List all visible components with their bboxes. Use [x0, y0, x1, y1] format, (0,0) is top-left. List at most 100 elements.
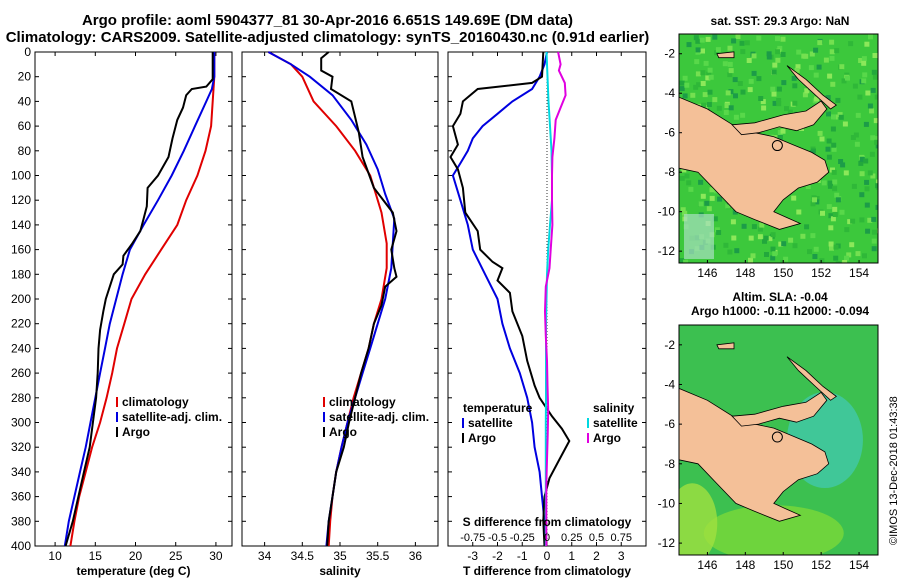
sst-pixel [679, 80, 685, 86]
sst-pixel [686, 180, 692, 186]
sst-pixel [770, 246, 776, 252]
sst-pixel [849, 242, 855, 248]
legend-label: satellite-adj. clim. [122, 410, 222, 424]
map-x-tick-label: 154 [849, 558, 869, 572]
sst-pixel [727, 61, 733, 67]
sst-pixel [682, 93, 688, 99]
land-manus [716, 342, 735, 350]
sst-pixel [845, 75, 850, 81]
y-tick-label: 180 [11, 267, 31, 281]
sst-pixel [740, 89, 746, 95]
y-tick-label: 340 [11, 465, 31, 479]
series-temperature-satellite [451, 51, 548, 546]
sst-map-title: sat. SST: 29.3 Argo: NaN [710, 14, 850, 28]
argo-location-marker [771, 431, 783, 443]
x-tick-label-salinity: -0.5 [488, 532, 507, 544]
sst-pixel [725, 90, 731, 96]
sst-pixel [714, 227, 720, 233]
sst-pixel [842, 260, 848, 263]
sst-pixel [861, 60, 867, 66]
sst-pixel [712, 216, 718, 222]
map-x-tick-label: 146 [697, 266, 717, 280]
sst-pixel [758, 96, 764, 101]
sst-pixel [802, 92, 808, 98]
sst-pixel [764, 252, 769, 257]
series-temperature-argo [449, 51, 571, 547]
sst-pixel [717, 196, 723, 202]
land-new-britain [731, 391, 828, 427]
sst-pixel [871, 69, 877, 75]
sst-pixel [864, 179, 870, 185]
sst-pixel [875, 183, 878, 189]
sst-pixel [731, 38, 737, 44]
land-new-ireland [786, 356, 837, 401]
sst-pixel [810, 233, 816, 239]
sst-pixel [679, 175, 685, 181]
sst-pixel [864, 41, 870, 47]
x-axis-label-salinity-diff: S difference from climatology [463, 515, 632, 529]
x-tick-label: 30 [209, 549, 223, 563]
credit-text: ©IMOS 13-Dec-2018 01:43:38 [888, 396, 900, 545]
plot-frame [34, 51, 233, 547]
sst-pixel [792, 100, 798, 106]
sst-pixel [867, 103, 873, 109]
argo-location-marker [771, 140, 783, 152]
sst-pixel [858, 160, 864, 166]
y-tick-label: 240 [11, 341, 31, 355]
sst-pixel [700, 193, 706, 199]
sla-map-title: Altim. SLA: -0.04 [732, 290, 828, 304]
sst-pixel [852, 83, 858, 89]
y-tick-label: 400 [11, 539, 31, 553]
x-tick-label: 10 [48, 549, 62, 563]
sst-pixel [701, 102, 707, 108]
sst-pixel [700, 48, 705, 54]
sst-pixel [865, 90, 871, 96]
sst-pixel [837, 112, 843, 118]
series-argo [320, 51, 398, 547]
sst-pixel [781, 241, 787, 247]
sst-pixel [859, 192, 865, 198]
sst-pixel [728, 105, 734, 111]
sst-pixel [748, 257, 753, 263]
sst-pixel [807, 249, 812, 255]
sst-pixel [766, 51, 772, 57]
sst-pixel [816, 64, 822, 70]
sst-pixel [751, 53, 757, 59]
sst-pixel [850, 135, 856, 140]
sla-map-subtitle: Argo h1000: -0.11 h2000: -0.094 [690, 304, 870, 318]
sst-pixel [696, 82, 702, 88]
sst-pixel [826, 138, 832, 144]
x-axis-label: T difference from climatology [463, 564, 631, 578]
legend-label: Argo [468, 431, 496, 445]
map-y-tick-label: -8 [664, 457, 675, 471]
y-tick-label: 40 [18, 94, 32, 108]
sst-pixel [776, 98, 782, 103]
sst-pixel [829, 39, 835, 45]
sst-pixel [875, 204, 878, 210]
sst-pixel [756, 35, 762, 41]
sst-pixel [695, 38, 701, 44]
sst-pixel [808, 65, 814, 71]
sst-pixel [828, 241, 834, 247]
sst-pixel [854, 141, 860, 147]
sst-pixel [825, 146, 831, 152]
map-x-tick-label: 150 [773, 558, 793, 572]
sst-pixel [757, 226, 763, 232]
sst-pixel [682, 210, 688, 216]
legend-label: climatology [329, 395, 396, 409]
land-new-guinea [679, 96, 830, 230]
sst-pixel [731, 235, 737, 241]
y-tick-label: 80 [18, 144, 32, 158]
sst-pixel [830, 81, 836, 87]
sst-pixel [831, 142, 837, 148]
sst-pixel [741, 223, 747, 229]
sst-pixel [796, 209, 802, 215]
sst-pixel [723, 242, 729, 248]
sst-pixel [706, 206, 712, 212]
sst-pixel [868, 34, 873, 40]
sst-pixel [870, 173, 876, 179]
series-salinity-satellite [544, 51, 553, 546]
sst-pixel [740, 49, 746, 55]
sst-pixel [861, 56, 867, 62]
sst-pixel [780, 52, 786, 57]
